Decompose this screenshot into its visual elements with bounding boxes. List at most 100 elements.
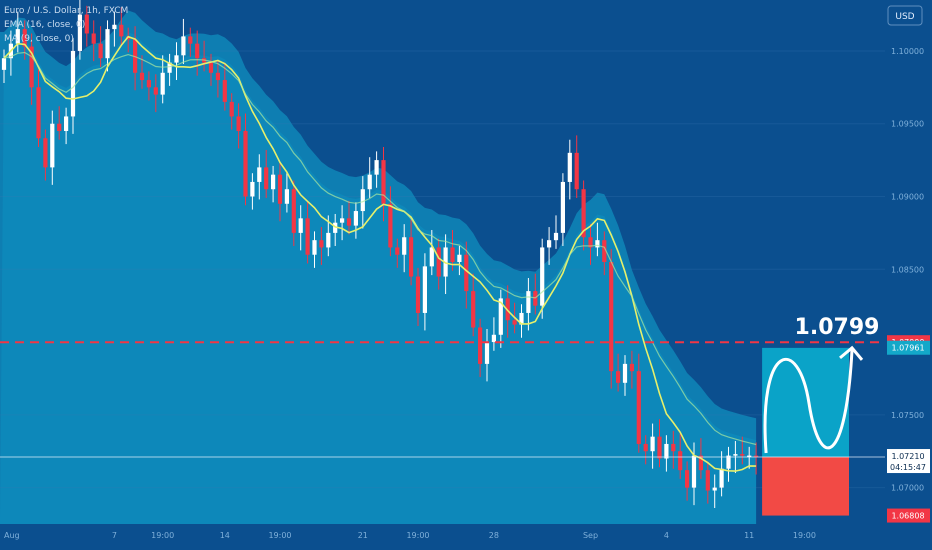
candle-body <box>57 123 62 131</box>
candle-body <box>691 455 697 488</box>
candle-body <box>50 123 55 168</box>
ma-line <box>3 35 757 472</box>
currency-button[interactable]: USD <box>887 5 923 26</box>
candle-body <box>222 80 227 102</box>
annotation-layer: 1.0799 <box>0 315 885 458</box>
candle-body <box>526 291 531 313</box>
candle-body <box>643 443 648 452</box>
currency-button-bg <box>887 5 923 26</box>
candle-body <box>236 116 241 131</box>
candle-body <box>657 436 662 459</box>
x-tick-label: Sep <box>583 531 598 540</box>
candle-body <box>581 189 586 238</box>
candle-body <box>271 174 276 190</box>
x-tick-label: 19:00 <box>406 531 429 540</box>
candle-body <box>402 237 407 255</box>
candle-body <box>1 58 7 70</box>
chart-title: Euro / U.S. Dollar, 1h, FXCM <box>4 6 128 16</box>
candle-body <box>395 247 400 255</box>
candle-body <box>367 174 372 190</box>
candle-body <box>208 62 214 73</box>
candle-body <box>188 36 193 44</box>
stop-zone <box>762 457 849 516</box>
candle-body <box>719 468 724 488</box>
currency-button-label: USD <box>895 12 914 22</box>
candle-body <box>491 334 496 343</box>
candle-body <box>622 363 628 383</box>
candle-body <box>602 240 607 262</box>
price-tag-bg <box>887 508 930 523</box>
resistance-label: 1.0799 <box>795 315 880 340</box>
zones-layer <box>762 347 849 516</box>
candle-body <box>305 218 310 255</box>
candle-body <box>443 247 448 277</box>
candle-body <box>36 87 41 139</box>
candle-body <box>664 443 669 459</box>
candle-body <box>609 262 614 372</box>
candle-body <box>726 455 731 469</box>
ema-band-layer <box>0 10 757 525</box>
y-tick-label: 1.07500 <box>891 411 924 420</box>
y-tick-label: 1.09000 <box>891 193 924 202</box>
candle-body <box>215 72 220 81</box>
grid-layer <box>0 50 885 489</box>
candle-body <box>340 218 345 223</box>
candle-body <box>105 29 110 59</box>
candle-body <box>588 237 593 248</box>
candle-body <box>326 232 331 248</box>
candle-body <box>84 14 89 34</box>
candle-body <box>540 247 545 306</box>
candle-body <box>567 152 572 182</box>
x-tick-label: 11 <box>744 531 754 540</box>
candle-body <box>167 62 172 73</box>
candle-body <box>153 87 158 95</box>
candle-body <box>243 131 248 197</box>
candle-body <box>685 470 690 488</box>
candle-body <box>346 218 352 226</box>
candle-body <box>712 487 717 491</box>
candle-body <box>636 371 641 444</box>
x-axis-panel <box>0 524 885 550</box>
y-tick-label: 1.08500 <box>891 265 924 274</box>
current-price-tag-label: 1.07210 <box>891 452 924 461</box>
candle-body <box>264 167 269 190</box>
candle-body <box>98 43 103 59</box>
price-tag-label: 1.07961 <box>891 344 924 353</box>
candle-body <box>740 454 745 456</box>
candle-body <box>471 291 476 328</box>
candle-body <box>277 174 283 204</box>
candle-body <box>574 152 579 190</box>
wave-arrow-head <box>839 345 864 361</box>
legend-layer: Euro / U.S. Dollar, 1h, FXCM EMA (16, cl… <box>4 6 128 44</box>
candle-body <box>291 189 296 233</box>
candle-body <box>119 24 124 37</box>
y-tick-label: 1.07000 <box>891 484 924 493</box>
candle-body <box>146 80 151 88</box>
candle-body <box>381 160 386 204</box>
candle-body <box>70 50 76 117</box>
y-tick-label: 1.09500 <box>891 120 924 129</box>
candle-body <box>754 455 759 458</box>
current-price-tag-bg <box>887 449 930 474</box>
candle-body <box>484 342 490 364</box>
candle-body <box>422 266 427 313</box>
x-tick-label: 19:00 <box>793 531 816 540</box>
indicator-lines-layer <box>3 35 757 472</box>
candle-body <box>43 138 48 168</box>
candle-body <box>705 470 710 491</box>
ema-band-inner <box>0 32 757 525</box>
candle-body <box>429 247 434 267</box>
x-tick-label: 7 <box>112 531 117 540</box>
candle-body <box>257 167 262 182</box>
candle-body <box>547 240 552 248</box>
candle-body <box>298 218 303 233</box>
candle-body <box>333 222 338 233</box>
candle-body <box>195 43 200 59</box>
candle-body <box>733 454 738 456</box>
candle-body <box>312 240 317 255</box>
candle-body <box>77 14 82 51</box>
candle-body <box>519 312 524 325</box>
candle-body <box>112 24 117 30</box>
ema-line <box>3 51 757 446</box>
